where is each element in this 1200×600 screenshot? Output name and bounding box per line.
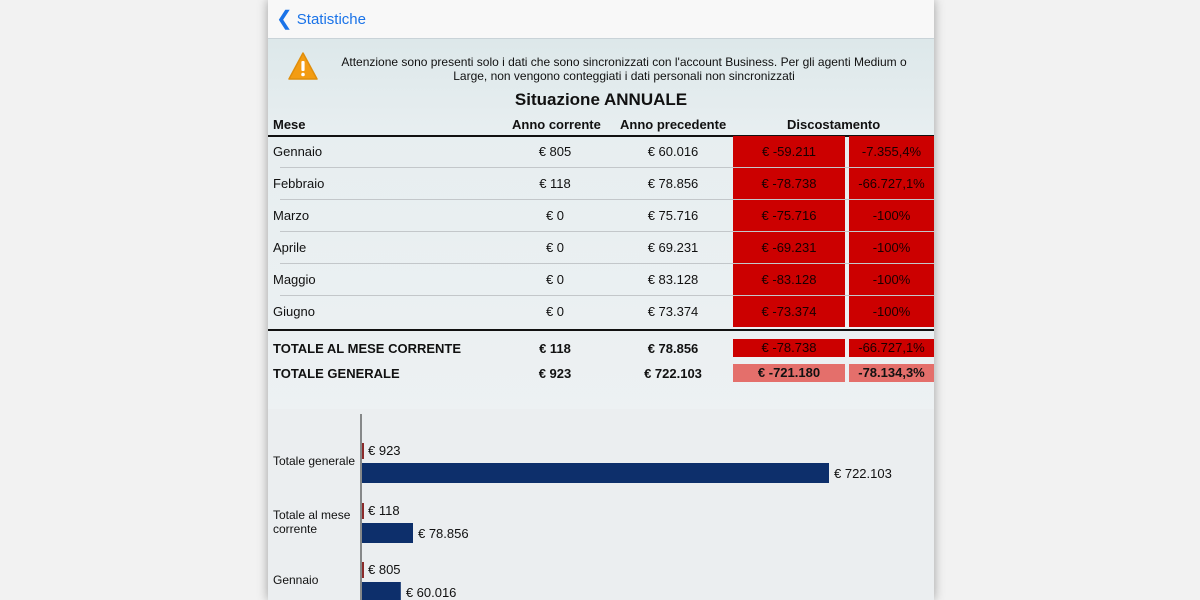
deviation-percent-cell: -100% (849, 296, 934, 327)
current-year-cell: € 805 (538, 144, 572, 159)
back-button[interactable]: ❮ Statistiche (276, 8, 366, 30)
month-cell: Gennaio (273, 144, 323, 159)
month-cell: Febbraio (273, 176, 325, 191)
total-deviation-value: € -78.738 (733, 339, 845, 357)
previous-year-cell: € 75.716 (647, 208, 699, 223)
table-header: Mese Anno corrente Anno precedente Disco… (268, 117, 934, 137)
total-label: TOTALE GENERALE (273, 366, 400, 381)
total-general-row: TOTALE GENERALE € 923 € 722.103 € -721.1… (268, 364, 934, 389)
deviation-percent-cell: -7.355,4% (849, 136, 934, 167)
chart-svg: Totale generale € 923 € 722.103 Totale al m… (273, 414, 892, 600)
comparison-bar-chart: Totale generale € 923 € 722.103 Totale al m… (268, 409, 934, 600)
previous-year-cell: € 69.231 (647, 240, 699, 255)
table-row: Aprile € 0 € 69.231 € -69.231 -100% (268, 232, 934, 264)
category-label: Gennaio (273, 573, 319, 587)
current-year-cell: € 0 (545, 272, 565, 287)
current-year-value-label: € 923 (368, 443, 401, 458)
header-deviation: Discostamento (787, 117, 881, 132)
month-cell: Maggio (273, 272, 316, 287)
totals-divider (268, 329, 934, 331)
total-current-year: € 118 (539, 341, 571, 356)
current-year-cell: € 0 (545, 208, 565, 223)
category-label: Totale al mese corrente (273, 508, 351, 536)
deviation-value-cell: € -75.716 (733, 200, 845, 231)
current-year-value-label: € 805 (368, 562, 401, 577)
chevron-left-icon: ❮ (276, 8, 293, 30)
deviation-value-cell: € -59.211 (733, 136, 845, 167)
deviation-percent-cell: -100% (849, 264, 934, 295)
category-label: Totale generale (273, 454, 355, 468)
header-current-year: Anno corrente (512, 117, 601, 132)
table-row: Febbraio € 118 € 78.856 € -78.738 -66.72… (268, 168, 934, 200)
page-title: Situazione ANNUALE (514, 90, 688, 109)
total-deviation-value: € -721.180 (733, 364, 845, 382)
previous-year-value-label: € 78.856 (418, 526, 469, 541)
previous-year-value-label: € 722.103 (834, 466, 892, 481)
navigation-bar: ❮ Statistiche (268, 0, 934, 39)
previous-year-bar (362, 582, 401, 600)
month-cell: Aprile (273, 240, 307, 255)
table-row: Marzo € 0 € 75.716 € -75.716 -100% (268, 200, 934, 232)
current-year-value-label: € 118 (368, 503, 400, 518)
current-year-bar (362, 443, 364, 459)
table-row: Maggio € 0 € 83.128 € -83.128 -100% (268, 264, 934, 296)
current-year-bar (362, 503, 364, 519)
current-year-cell: € 0 (545, 240, 565, 255)
current-year-bar (362, 562, 364, 578)
warning-text: Attenzione sono presenti solo i dati che… (341, 55, 907, 83)
warning-icon (288, 52, 318, 80)
monthly-table: Gennaio € 805 € 60.016 € -59.211 -7.355,… (268, 136, 934, 328)
header-month: Mese (273, 117, 306, 132)
deviation-value-cell: € -78.738 (733, 168, 845, 199)
previous-year-cell: € 83.128 (647, 272, 699, 287)
app-screen: ❮ Statistiche Attenzione sono presenti s… (268, 0, 934, 600)
total-deviation-percent: -78.134,3% (849, 364, 934, 382)
deviation-percent-cell: -66.727,1% (849, 168, 934, 199)
deviation-value-cell: € -69.231 (733, 232, 845, 263)
total-label: TOTALE AL MESE CORRENTE (273, 341, 462, 356)
deviation-percent-cell: -100% (849, 200, 934, 231)
deviation-percent-cell: -100% (849, 232, 934, 263)
total-deviation-percent: -66.727,1% (849, 339, 934, 357)
previous-year-value-label: € 60.016 (406, 585, 457, 600)
deviation-value-cell: € -83.128 (733, 264, 845, 295)
deviation-value-cell: € -73.374 (733, 296, 845, 327)
previous-year-cell: € 60.016 (647, 144, 699, 159)
previous-year-bar (362, 523, 413, 543)
total-current-year: € 923 (538, 366, 572, 381)
table-row: Gennaio € 805 € 60.016 € -59.211 -7.355,… (268, 136, 934, 168)
totals-section: TOTALE AL MESE CORRENTE € 118 € 78.856 €… (268, 339, 934, 389)
month-cell: Giugno (273, 304, 315, 319)
back-button-label: Statistiche (296, 10, 366, 28)
header-previous-year: Anno precedente (620, 117, 727, 132)
previous-year-bar (362, 463, 829, 483)
total-previous-year: € 78.856 (647, 341, 699, 356)
statistics-content: Attenzione sono presenti solo i dati che… (268, 39, 934, 600)
total-current-month-row: TOTALE AL MESE CORRENTE € 118 € 78.856 €… (268, 339, 934, 364)
current-year-cell: € 0 (545, 304, 565, 319)
month-cell: Marzo (273, 208, 310, 223)
previous-year-cell: € 73.374 (647, 304, 699, 319)
current-year-cell: € 118 (539, 176, 571, 191)
total-previous-year: € 722.103 (644, 366, 702, 381)
table-row: Giugno € 0 € 73.374 € -73.374 -100% (268, 296, 934, 328)
previous-year-cell: € 78.856 (647, 176, 699, 191)
warning-banner: Attenzione sono presenti solo i dati che… (268, 49, 934, 93)
